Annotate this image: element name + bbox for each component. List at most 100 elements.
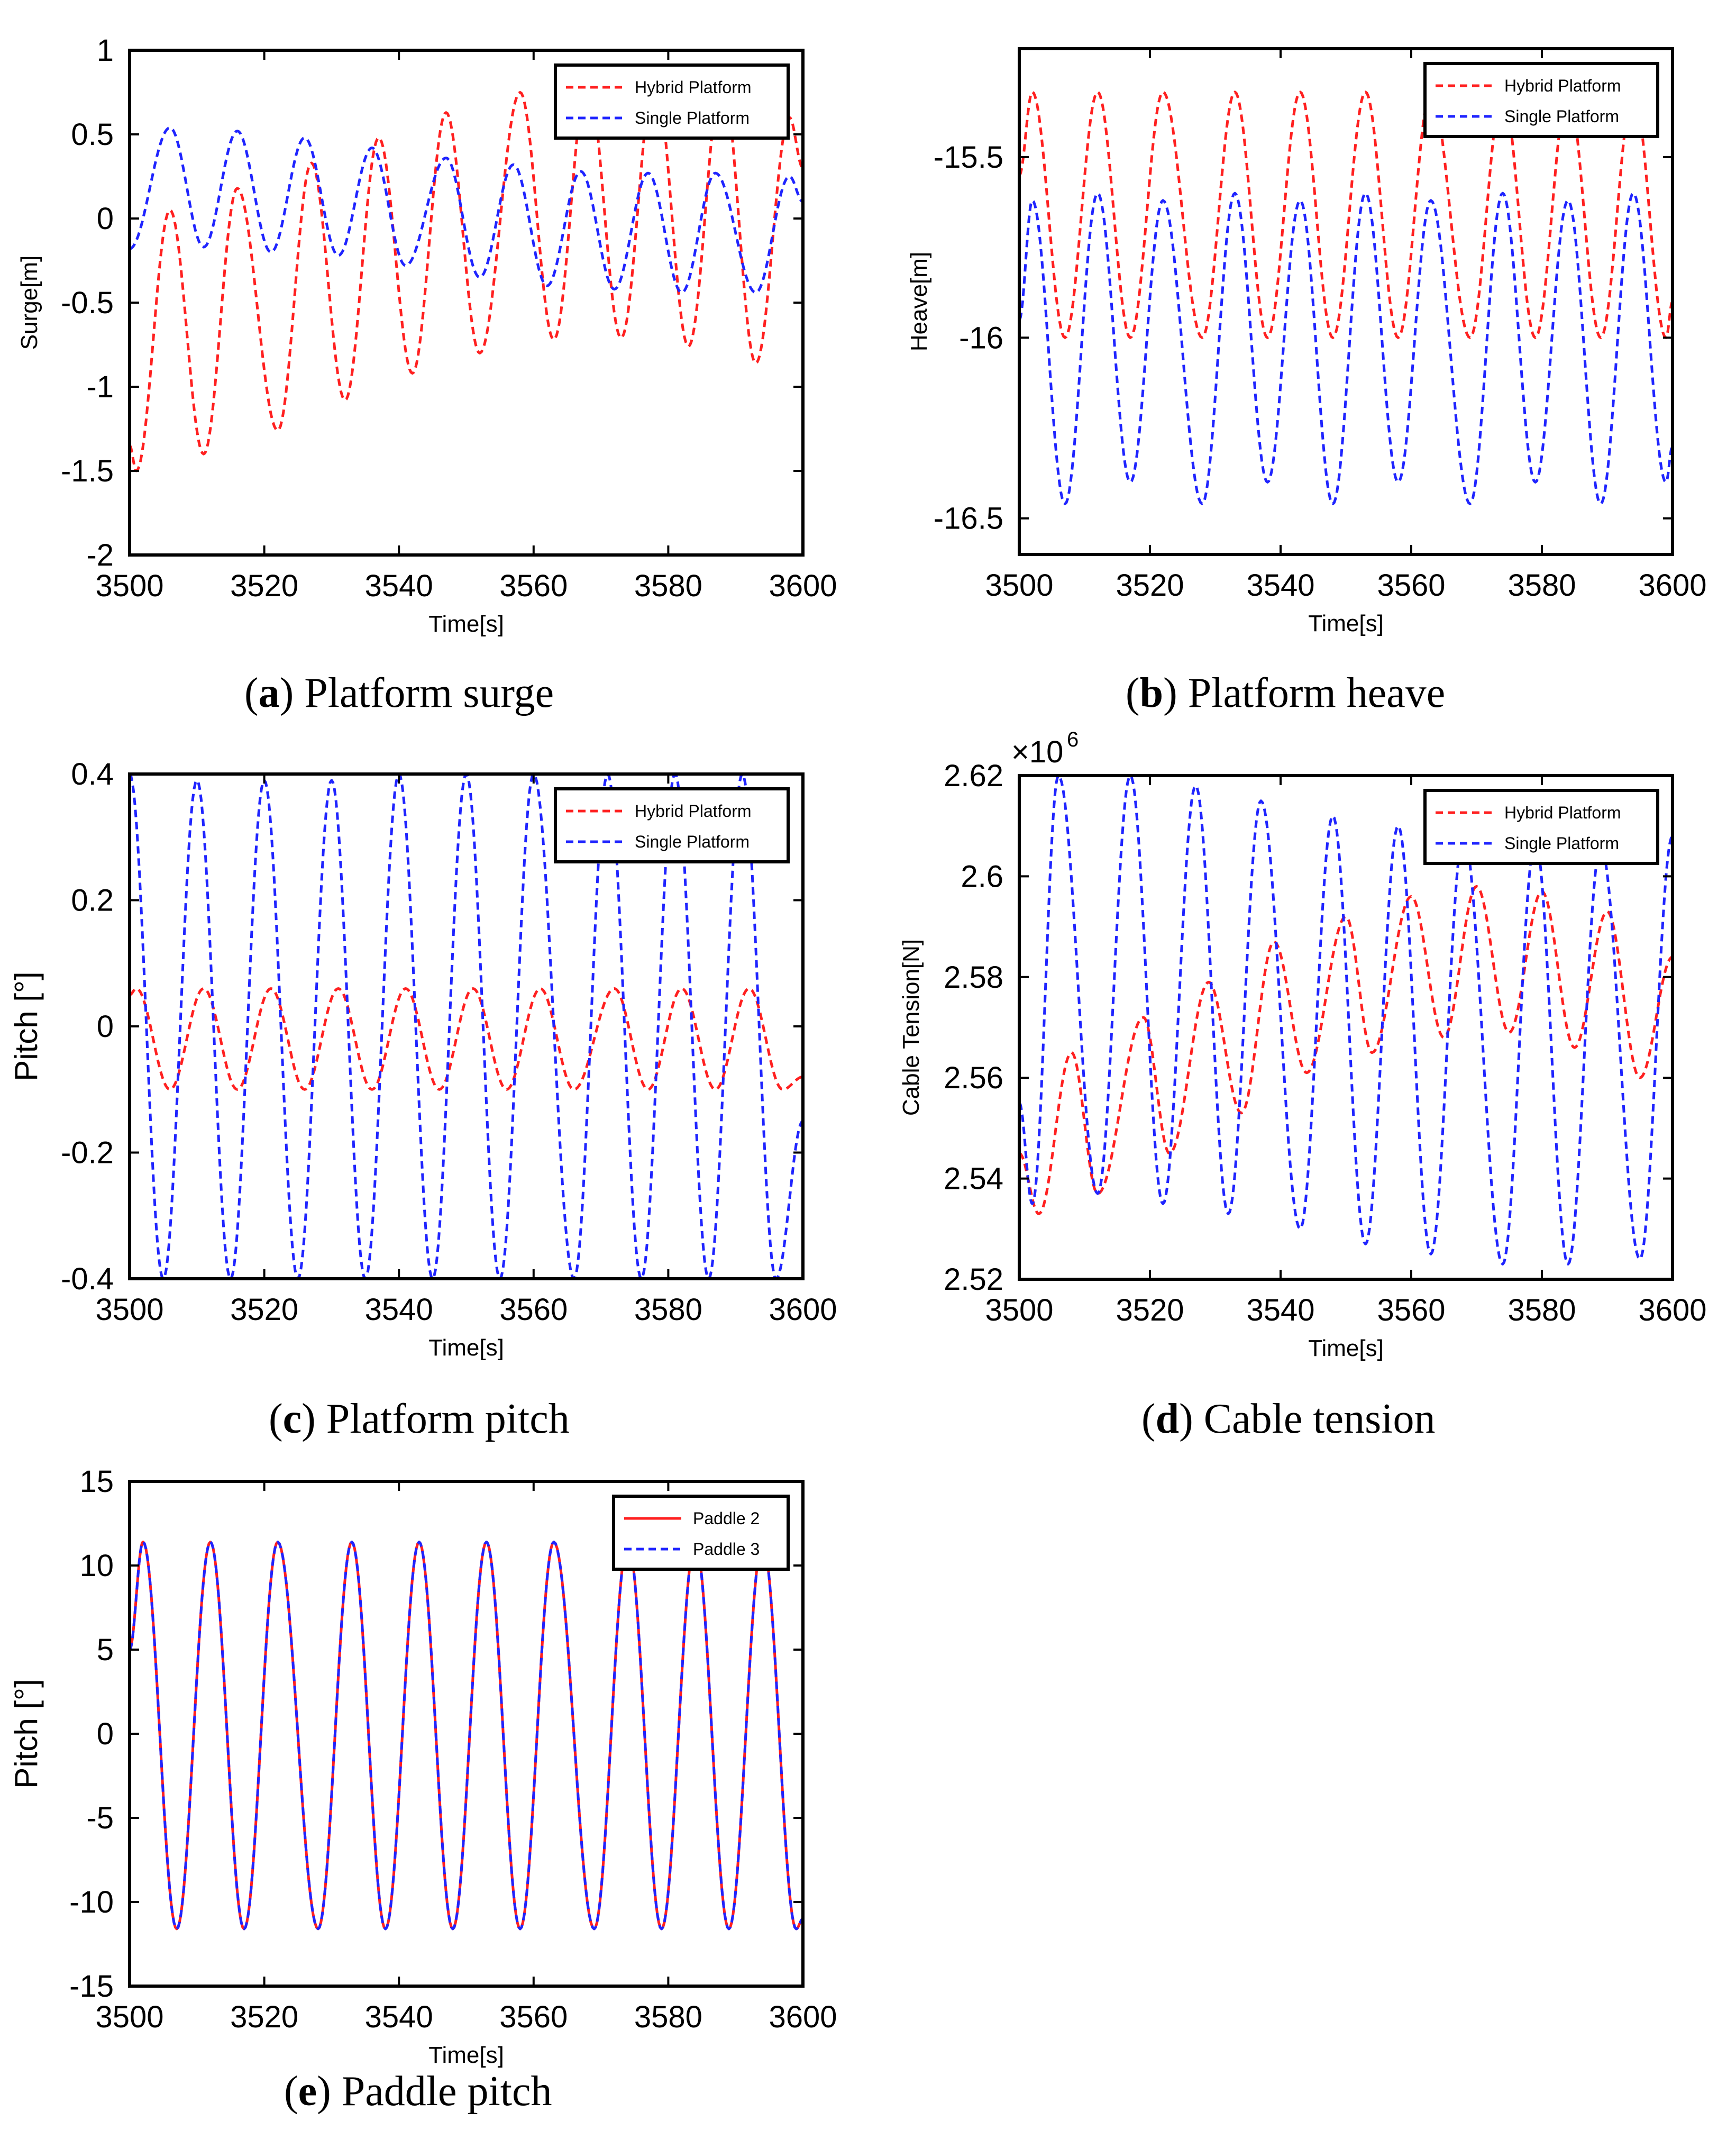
y-axis-label: Surge[m] [16, 256, 42, 350]
y-tick-label: 0 [97, 202, 114, 236]
series-line-2 [130, 1541, 803, 1931]
y-tick-label: 2.56 [944, 1061, 1003, 1095]
legend: Hybrid Platform Single Platform [1423, 62, 1659, 138]
x-tick-label: 3580 [1507, 568, 1576, 603]
x-tick-label: 3600 [769, 569, 837, 603]
x-tick-label: 3540 [1246, 568, 1314, 603]
caption-c: (c) Platform pitch [269, 1396, 570, 1442]
y-tick-label: 2.52 [944, 1262, 1003, 1297]
legend-label-2: Single Platform [635, 832, 750, 851]
y-tick-label: -1 [86, 370, 114, 404]
x-tick-label: 3560 [1377, 1293, 1445, 1327]
legend-box [554, 63, 790, 140]
x-tick-label: 3500 [95, 2000, 163, 2034]
x-tick-label: 3540 [365, 2000, 433, 2034]
x-tick-label: 3580 [634, 569, 702, 603]
y-tick-label: 2.58 [944, 960, 1003, 995]
legend-label-2: Single Platform [635, 108, 750, 128]
x-tick-label: 3520 [1116, 1293, 1184, 1327]
series-line-2 [1019, 776, 1673, 1266]
y-tick-label: 0 [97, 1717, 114, 1751]
series-line-1 [130, 987, 803, 1091]
series-line-1 [1019, 90, 1673, 339]
legend-label-1: Hybrid Platform [1504, 803, 1621, 822]
x-axis-label: Time[s] [1308, 1335, 1384, 1361]
x-tick-label: 3560 [1377, 568, 1445, 603]
y-tick-label: -0.2 [61, 1136, 114, 1170]
y-exponent-power: 6 [1067, 728, 1079, 751]
y-tick-label: -0.4 [61, 1262, 114, 1296]
y-tick-label: 0 [97, 1009, 114, 1044]
legend-label-2: Paddle 3 [693, 1540, 760, 1559]
x-axis-label: Time[s] [428, 2042, 504, 2068]
legend-label-1: Paddle 2 [693, 1509, 760, 1528]
x-tick-label: 3580 [1507, 1293, 1576, 1327]
x-tick-label: 3520 [230, 2000, 298, 2034]
y-tick-label: -2 [86, 538, 114, 572]
x-tick-label: 3540 [1246, 1293, 1314, 1327]
chart-d: 3500 3520 3540 3560 3580 3600 2.62 2.6 2.58 2.56 2… [898, 728, 1707, 1361]
y-tick-label: 2.54 [944, 1162, 1003, 1196]
y-tick-label: 0.2 [71, 884, 114, 918]
y-tick-label: -15 [69, 1969, 114, 2004]
x-axis-label: Time[s] [1308, 611, 1384, 636]
legend-box [1423, 789, 1659, 865]
legend-label-2: Single Platform [1504, 834, 1619, 853]
x-tick-label: 3500 [985, 568, 1053, 603]
x-tick-label: 3560 [499, 569, 568, 603]
x-axis-label: Time[s] [428, 611, 504, 637]
legend: Paddle 2 Paddle 3 [612, 1495, 790, 1571]
x-tick-label: 3560 [499, 2000, 568, 2034]
legend-label-1: Hybrid Platform [635, 78, 752, 97]
legend-label-2: Single Platform [1504, 107, 1619, 126]
x-tick-label: 3500 [95, 569, 163, 603]
y-tick-label: 2.62 [944, 759, 1003, 793]
y-tick-label: 15 [79, 1464, 114, 1499]
plot-frame [1018, 774, 1674, 1281]
chart-b: 3500 3520 3540 3560 3580 3600 -15.5 -16 -16.5 Tim… [906, 47, 1707, 636]
legend-box [612, 1495, 790, 1571]
y-axis-label: Pitch [°] [8, 1679, 44, 1788]
x-tick-label: 3500 [95, 1292, 163, 1327]
x-axis-label: Time[s] [428, 1335, 504, 1361]
series-group [130, 1541, 803, 1931]
y-tick-label: -16 [959, 321, 1003, 355]
chart-c: 3500 3520 3540 3560 3580 3600 0.4 0.2 0 -0.2 -0.4 T… [8, 757, 837, 1361]
series-line-2 [130, 774, 803, 1279]
plot-frame [1018, 47, 1674, 556]
x-tick-label: 3540 [365, 1292, 433, 1327]
x-tick-label: 3520 [230, 1292, 298, 1327]
x-tick-label: 3580 [634, 1292, 702, 1327]
series-group [130, 774, 803, 1279]
legend: Hybrid Platform Single Platform [1423, 789, 1659, 865]
y-tick-label: -10 [69, 1885, 114, 1919]
x-tick-label: 3600 [1638, 568, 1706, 603]
series-group [1019, 776, 1673, 1266]
x-tick-label: 3600 [769, 2000, 837, 2034]
x-tick-label: 3520 [1116, 568, 1184, 603]
plot-frame [128, 49, 805, 557]
series-line-2 [1019, 192, 1673, 505]
legend-box [554, 787, 790, 863]
y-tick-label: -15.5 [934, 140, 1003, 175]
y-tick-label: 10 [79, 1549, 114, 1583]
y-tick-label: -0.5 [61, 286, 114, 320]
plot-frame [128, 772, 805, 1280]
caption-a: (a) Platform surge [244, 670, 554, 716]
chart-a: 3500 3520 3540 3560 3580 3600 1 0.5 0 -0.5 -1 -1.5 -… [16, 33, 837, 637]
plot-frame [128, 1480, 805, 1988]
chart-e: 3500 3520 3540 3560 3580 3600 15 10 5 0 -5 -10 -15 Ti… [8, 1464, 837, 2068]
series-group [1019, 90, 1673, 505]
y-exponent-label: ×10 [1011, 735, 1063, 769]
y-tick-label: -16.5 [934, 502, 1003, 536]
series-line-2 [130, 126, 803, 294]
y-tick-label: 2.6 [961, 859, 1003, 894]
y-tick-label: -5 [86, 1801, 114, 1835]
y-tick-label: -1.5 [61, 454, 114, 488]
y-tick-label: 5 [97, 1633, 114, 1667]
x-tick-label: 3560 [499, 1292, 568, 1327]
y-axis-label: Pitch [°] [8, 971, 44, 1081]
x-tick-label: 3600 [769, 1292, 837, 1327]
legend-box [1423, 62, 1659, 138]
